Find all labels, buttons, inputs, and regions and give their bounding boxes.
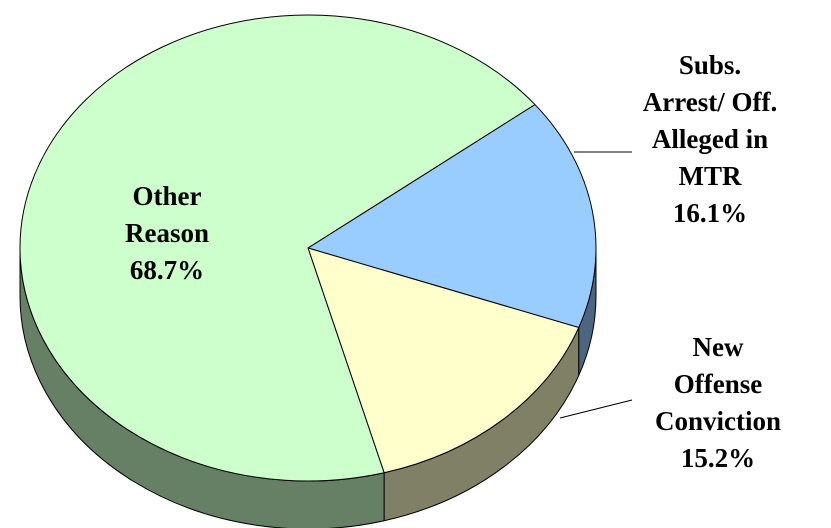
slice-label-line: Other [133,181,202,211]
slice-label-line: Reason [125,218,209,248]
slice-value-2: 15.2% [681,443,755,473]
leader-lines [559,151,633,419]
slice-label-line: MTR [679,161,742,191]
leader-line-2 [559,399,633,419]
slice-labels: Other Reason 68.7% Subs. Arrest/ Off. Alleged… [125,50,781,473]
pie-slice-0 [19,14,536,482]
slice-label-0: Other Reason 68.7% [125,181,209,285]
slice-label-line: Conviction [655,406,781,436]
pie-slice-1 [306,103,597,329]
slice-label-line: New [693,332,744,362]
slice-label-line: Offense [674,369,762,399]
slice-label-2: New Offense Conviction 15.2% [655,332,781,473]
slice-label-line: Subs. [679,50,741,80]
slice-label-1: Subs. Arrest/ Off. Alleged in MTR 16.1% [643,50,777,228]
pie-slice-2 [307,247,580,474]
slice-label-line: Alleged in [652,124,768,154]
slice-value-0: 68.7% [130,255,204,285]
pie-slices [19,14,597,482]
slice-value-1: 16.1% [673,198,747,228]
slice-label-line: Arrest/ Off. [643,87,777,117]
